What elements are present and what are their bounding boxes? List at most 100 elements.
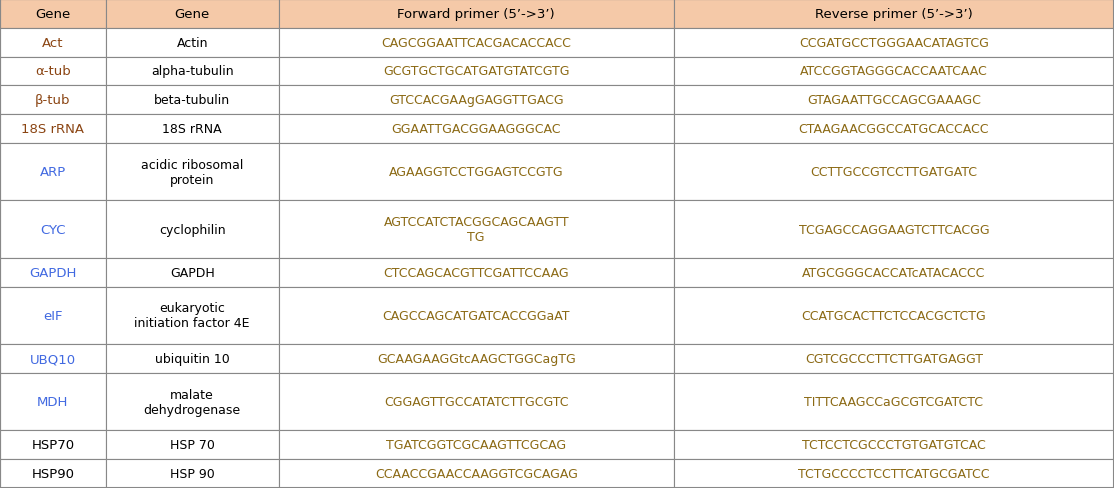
Text: α-tub: α-tub <box>35 65 71 78</box>
Text: CCTTGCCGTCCTTGATGATC: CCTTGCCGTCCTTGATGATC <box>811 166 977 179</box>
Bar <box>0 86 106 115</box>
Bar <box>278 115 674 143</box>
Text: TCTGCCCCTCCTTCATGCGATCC: TCTGCCCCTCCTTCATGCGATCC <box>799 467 989 480</box>
Bar <box>278 258 674 287</box>
Bar <box>278 0 674 29</box>
Bar <box>278 201 674 258</box>
Text: GAPDH: GAPDH <box>29 266 77 279</box>
Text: Gene: Gene <box>175 8 209 21</box>
Bar <box>106 345 278 373</box>
Bar <box>106 459 278 488</box>
Text: β-tub: β-tub <box>36 94 70 107</box>
Bar <box>0 115 106 143</box>
Text: CAGCCAGCATGATCACCGGaAT: CAGCCAGCATGATCACCGGaAT <box>382 309 570 322</box>
Text: HSP 90: HSP 90 <box>169 467 215 480</box>
Bar <box>0 430 106 459</box>
Bar <box>674 287 1114 345</box>
Text: Forward primer (5’->3’): Forward primer (5’->3’) <box>398 8 555 21</box>
Text: CAGCGGAATTCACGACACCACC: CAGCGGAATTCACGACACCACC <box>381 37 571 50</box>
Bar <box>278 345 674 373</box>
Bar <box>278 29 674 58</box>
Bar <box>674 115 1114 143</box>
Bar <box>0 373 106 430</box>
Bar <box>106 258 278 287</box>
Bar <box>674 345 1114 373</box>
Text: HSP 70: HSP 70 <box>169 438 215 451</box>
Text: malate
dehydrogenase: malate dehydrogenase <box>144 388 241 416</box>
Bar <box>278 58 674 86</box>
Text: eIF: eIF <box>43 309 62 322</box>
Text: ATCCGGTAGGGCACCAATCAAC: ATCCGGTAGGGCACCAATCAAC <box>800 65 988 78</box>
Text: GTAGAATTGCCAGCGAAAGC: GTAGAATTGCCAGCGAAAGC <box>807 94 981 107</box>
Bar <box>106 143 278 201</box>
Text: alpha-tubulin: alpha-tubulin <box>150 65 234 78</box>
Bar <box>106 430 278 459</box>
Text: acidic ribosomal
protein: acidic ribosomal protein <box>141 158 243 186</box>
Text: CTAAGAACGGCCATGCACCACC: CTAAGAACGGCCATGCACCACC <box>799 122 989 136</box>
Text: GCGTGCTGCATGATGTATCGTG: GCGTGCTGCATGATGTATCGTG <box>383 65 569 78</box>
Bar <box>278 287 674 345</box>
Text: CCATGCACTTCTCCACGCTCTG: CCATGCACTTCTCCACGCTCTG <box>802 309 986 322</box>
Text: 18S rRNA: 18S rRNA <box>21 122 85 136</box>
Bar <box>278 143 674 201</box>
Bar <box>0 287 106 345</box>
Bar <box>106 58 278 86</box>
Bar <box>674 430 1114 459</box>
Bar <box>674 258 1114 287</box>
Text: ATGCGGGCACCATcATACACCC: ATGCGGGCACCATcATACACCC <box>802 266 986 279</box>
Bar <box>674 459 1114 488</box>
Bar <box>106 86 278 115</box>
Bar <box>106 201 278 258</box>
Text: TITTCAAGCCaGCGTCGATCTC: TITTCAAGCCaGCGTCGATCTC <box>804 395 984 408</box>
Bar <box>106 0 278 29</box>
Text: beta-tubulin: beta-tubulin <box>154 94 231 107</box>
Bar <box>278 430 674 459</box>
Bar <box>674 0 1114 29</box>
Text: cyclophilin: cyclophilin <box>159 223 225 236</box>
Bar <box>0 29 106 58</box>
Text: Actin: Actin <box>176 37 208 50</box>
Text: CTCCAGCACGTTCGATTCCAAG: CTCCAGCACGTTCGATTCCAAG <box>383 266 569 279</box>
Bar <box>674 86 1114 115</box>
Text: TCTCCTCGCCCTGTGATGTCAC: TCTCCTCGCCCTGTGATGTCAC <box>802 438 986 451</box>
Text: Reverse primer (5’->3’): Reverse primer (5’->3’) <box>815 8 973 21</box>
Text: GGAATTGACGGAAGGGCAC: GGAATTGACGGAAGGGCAC <box>391 122 561 136</box>
Text: Act: Act <box>42 37 63 50</box>
Bar <box>674 143 1114 201</box>
Text: GCAAGAAGGtcAAGCTGGCagTG: GCAAGAAGGtcAAGCTGGCagTG <box>377 352 576 366</box>
Bar <box>0 345 106 373</box>
Text: CCGATGCCTGGGAACATAGTCG: CCGATGCCTGGGAACATAGTCG <box>799 37 989 50</box>
Bar <box>106 29 278 58</box>
Text: CGTCGCCCTTCTTGATGAGGT: CGTCGCCCTTCTTGATGAGGT <box>805 352 983 366</box>
Bar <box>278 459 674 488</box>
Text: ubiquitin 10: ubiquitin 10 <box>155 352 229 366</box>
Bar <box>0 258 106 287</box>
Bar <box>674 58 1114 86</box>
Bar <box>0 0 106 29</box>
Text: CYC: CYC <box>40 223 66 236</box>
Bar <box>0 459 106 488</box>
Bar <box>106 115 278 143</box>
Text: GTCCACGAAgGAGGTTGACG: GTCCACGAAgGAGGTTGACG <box>389 94 564 107</box>
Text: AGAAGGTCCTGGAGTCCGTG: AGAAGGTCCTGGAGTCCGTG <box>389 166 564 179</box>
Text: TCGAGCCAGGAAGTCTTCACGG: TCGAGCCAGGAAGTCTTCACGG <box>799 223 989 236</box>
Bar <box>0 201 106 258</box>
Bar <box>0 143 106 201</box>
Text: UBQ10: UBQ10 <box>30 352 76 366</box>
Bar <box>674 373 1114 430</box>
Text: AGTCCATCTACGGCAGCAAGTT
TG: AGTCCATCTACGGCAGCAAGTT TG <box>383 216 569 244</box>
Bar <box>0 58 106 86</box>
Text: CGGAGTTGCCATATCTTGCGTC: CGGAGTTGCCATATCTTGCGTC <box>384 395 568 408</box>
Bar <box>106 373 278 430</box>
Bar <box>674 201 1114 258</box>
Text: Gene: Gene <box>36 8 70 21</box>
Text: TGATCGGTCGCAAGTTCGCAG: TGATCGGTCGCAAGTTCGCAG <box>387 438 566 451</box>
Bar <box>106 287 278 345</box>
Text: GAPDH: GAPDH <box>169 266 215 279</box>
Bar <box>278 373 674 430</box>
Text: 18S rRNA: 18S rRNA <box>163 122 222 136</box>
Text: HSP90: HSP90 <box>31 467 75 480</box>
Text: MDH: MDH <box>37 395 69 408</box>
Text: CCAACCGAACCAAGGTCGCAGAG: CCAACCGAACCAAGGTCGCAGAG <box>374 467 578 480</box>
Text: ARP: ARP <box>40 166 66 179</box>
